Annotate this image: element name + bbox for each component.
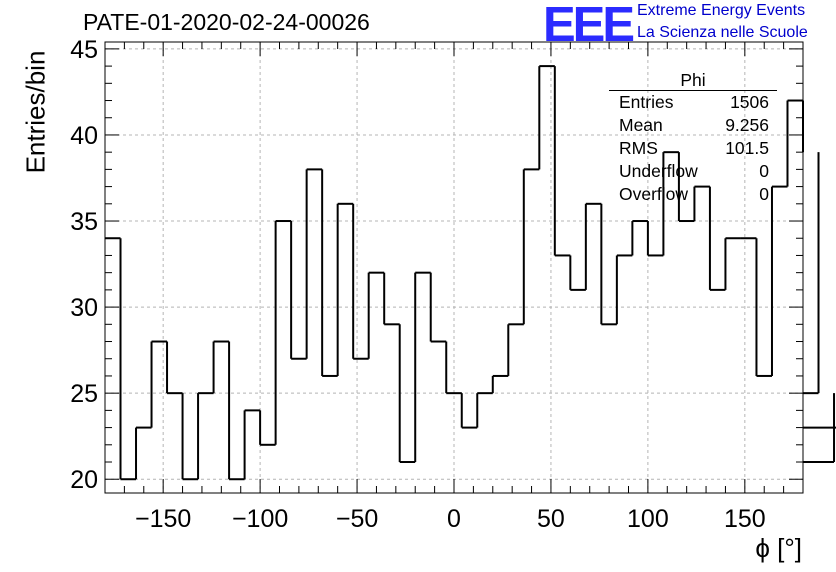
eee-logo: EEE <box>543 0 635 52</box>
x-tick-label: 150 <box>724 505 766 533</box>
x-tick-label: 100 <box>627 505 669 533</box>
stats-label: Entries <box>619 92 674 112</box>
tick-labels: 20 25 30 35 40 45 −150 −100 −50 0 50 100 150 <box>70 36 766 533</box>
stats-box: Phi Entries 1506 Mean 9.256 RMS 101.5 Un… <box>609 70 777 206</box>
logo-subtitle-line2: La Scienza nelle Scuole <box>637 24 808 41</box>
y-tick-label: 35 <box>70 208 98 236</box>
major-ticks <box>105 42 803 493</box>
stats-row-underflow: Underflow 0 <box>609 160 777 183</box>
stats-value: 101.5 <box>725 138 769 158</box>
x-tick-label: −100 <box>232 505 288 533</box>
y-tick-label: 25 <box>70 380 98 408</box>
stats-row-mean: Mean 9.256 <box>609 114 777 137</box>
x-tick-label: 50 <box>537 505 565 533</box>
y-axis-label: Entries/bin <box>20 50 51 174</box>
stats-value: 0 <box>759 161 769 181</box>
logo-subtitle-line1: Extreme Energy Events <box>637 2 806 19</box>
y-tick-label: 40 <box>70 122 98 150</box>
x-tick-label: −150 <box>135 505 191 533</box>
stats-label: RMS <box>619 138 658 158</box>
stats-title: Phi <box>609 70 777 91</box>
stats-value: 1506 <box>730 92 769 112</box>
stats-row-overflow: Overflow 0 <box>609 183 777 206</box>
histogram-series <box>105 65 836 481</box>
x-tick-label: −50 <box>336 505 378 533</box>
stats-row-entries: Entries 1506 <box>609 91 777 114</box>
stats-label: Underflow <box>619 161 698 181</box>
chart-title: PATE-01-2020-02-24-00026 <box>83 9 370 35</box>
plot-frame <box>104 41 804 494</box>
stats-label: Mean <box>619 115 663 135</box>
stats-value: 9.256 <box>725 115 769 135</box>
x-tick-label: 0 <box>447 505 461 533</box>
stats-value: 0 <box>759 184 769 204</box>
stats-label: Overflow <box>619 184 689 204</box>
x-axis-label: ϕ [°] <box>755 533 802 563</box>
y-tick-label: 30 <box>70 294 98 322</box>
y-tick-label: 45 <box>70 36 98 64</box>
y-tick-label: 20 <box>70 466 98 494</box>
stats-row-rms: RMS 101.5 <box>609 137 777 160</box>
